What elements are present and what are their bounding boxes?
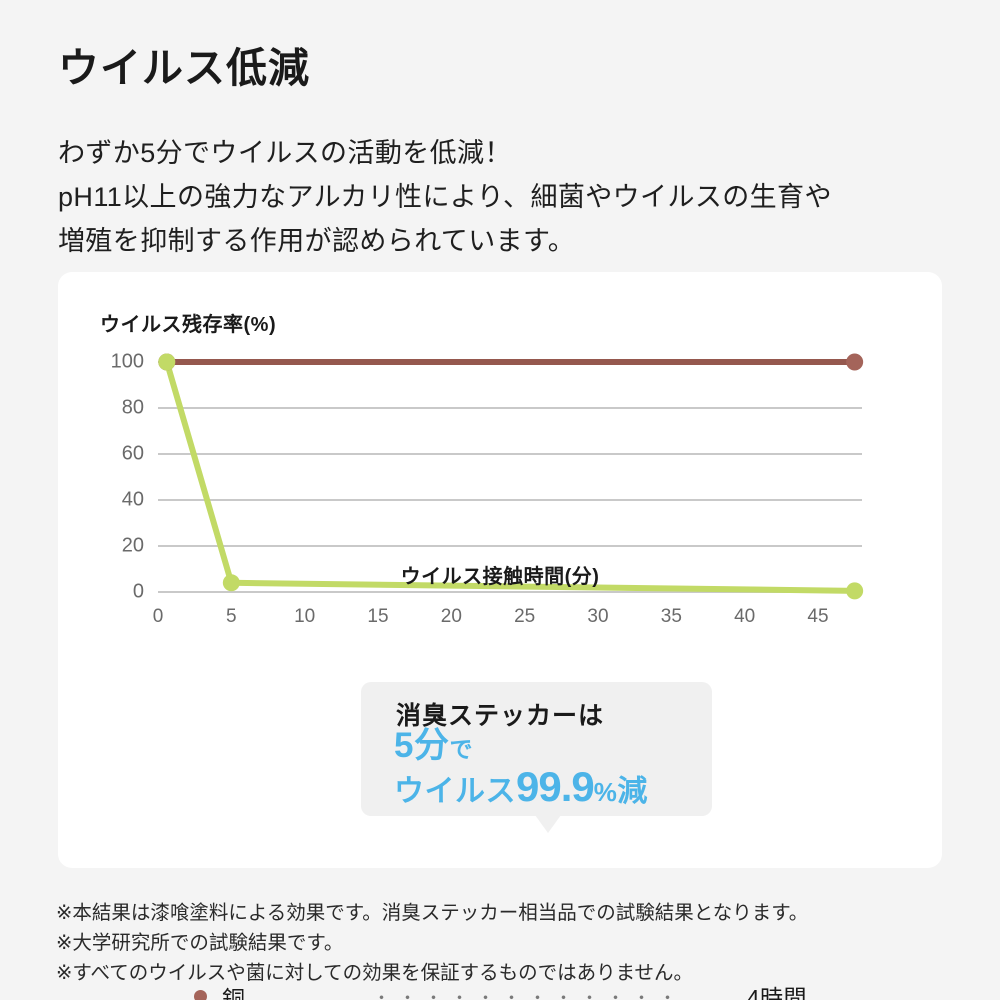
- y-axis-tick-label: 0: [132, 580, 144, 603]
- x-axis-tick-label: 5: [226, 606, 237, 627]
- surface-survival-legend: 銅・・・・・・・・・・・・4時間段ボール・・・・・・・・・24時間ステンレス銅・…: [194, 980, 807, 1000]
- gridline: [158, 453, 862, 455]
- legend-item-value: 4時間: [746, 985, 807, 1000]
- series-point: [846, 582, 864, 600]
- callout-reduction-value: 99.9: [516, 763, 595, 810]
- x-axis-tick-label: 30: [587, 606, 609, 627]
- x-axis-tick-label: 35: [660, 606, 682, 627]
- footnotes: ※本結果は漆喰塗料による効果です。消臭ステッカー相当品での試験結果となります。 …: [56, 902, 809, 984]
- series-point: [158, 353, 176, 371]
- x-axis-title: ウイルス接触時間(分): [400, 566, 600, 588]
- callout-reduction-prefix: ウイルス: [394, 775, 516, 808]
- x-axis-tick-label: 40: [734, 606, 756, 627]
- callout-time-unit: で: [449, 736, 473, 762]
- legend-dot-icon: [194, 990, 207, 1000]
- series-line: [163, 359, 858, 594]
- gridline: [158, 591, 862, 593]
- legend-leader-dots: ・・・・・・・・・・・・: [363, 980, 695, 1000]
- x-axis-tick-label: 15: [367, 606, 389, 627]
- x-axis-tick-label: 25: [514, 606, 536, 627]
- intro-paragraph: わずか5分でウイルスの活動を低減！ pH11以上の強力なアルカリ性により、細菌や…: [58, 138, 832, 256]
- gridline: [158, 407, 862, 409]
- y-axis-tick-label: 100: [110, 350, 144, 373]
- x-axis-tick-label: 0: [152, 606, 164, 627]
- gridline: [158, 545, 862, 547]
- gridline: [158, 499, 862, 501]
- x-axis-tick-label: 10: [294, 606, 316, 627]
- callout-time: 5分で: [394, 728, 473, 763]
- highlight-callout: 消臭ステッカーは 5分で ウイルス99.9%減: [361, 682, 712, 816]
- legend-item-label: 銅: [222, 985, 246, 1000]
- callout-heading: 消臭ステッカーは: [396, 702, 605, 730]
- y-axis-title: ウイルス残存率(%): [100, 314, 277, 336]
- chart-series-layer: [158, 353, 864, 600]
- y-axis-tick-label: 20: [121, 534, 144, 557]
- callout-reduction-percent: %: [593, 777, 618, 807]
- y-axis-tick-label: 60: [121, 442, 144, 465]
- callout-reduction: ウイルス99.9%減: [394, 766, 648, 808]
- callout-reduction-suffix: 減: [617, 775, 648, 808]
- legend-item: 銅: [194, 980, 363, 1000]
- legend-leader-dots-text: ・・・・・・・・・・・・: [373, 989, 685, 1000]
- chart-card: ウイルス残存率(%) 100 80 60 40 20 0 0 5 10 15 20 25 30 35 40 4…: [58, 272, 942, 1000]
- y-axis-tick-label: 40: [121, 488, 144, 511]
- legend-item-value-wrap: 4時間: [695, 980, 807, 1000]
- callout-tail-icon: [535, 815, 561, 833]
- callout-time-value: 5分: [394, 726, 450, 765]
- y-axis-tick-label: 80: [121, 396, 144, 419]
- virus-survival-chart: ウイルス残存率(%) 100 80 60 40 20 0 0 5 10 15 20 25 30 35 40 4…: [58, 272, 942, 692]
- series-point: [222, 574, 240, 592]
- series-point: [846, 353, 864, 371]
- x-axis-tick-label: 20: [440, 606, 462, 627]
- plot-area: 100 80 60 40 20 0 0 5 10 15 20 25 30 35 40 45: [111, 351, 864, 627]
- x-axis-tick-label: 45: [807, 606, 829, 627]
- page-title: ウイルス低減: [58, 45, 310, 91]
